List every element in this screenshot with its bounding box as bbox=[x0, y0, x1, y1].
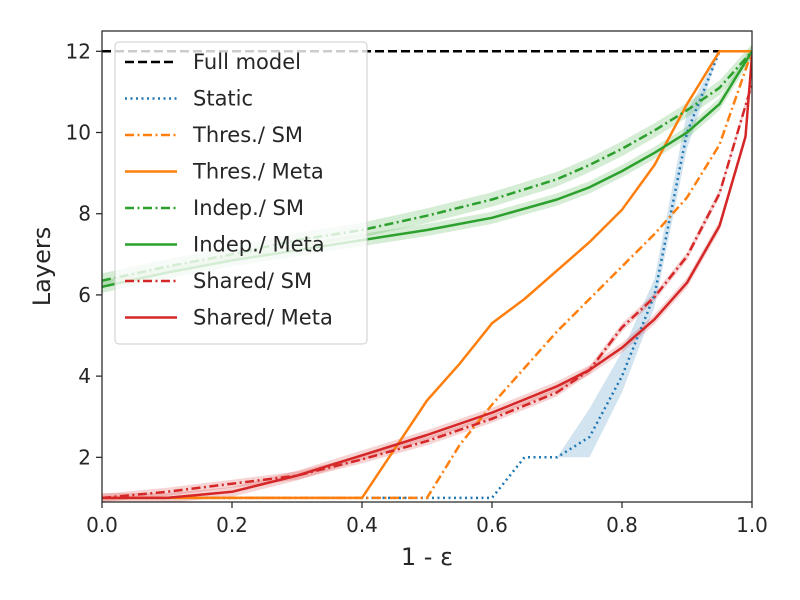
legend-label: Thres./ SM bbox=[192, 123, 303, 147]
x-tick-label: 0.4 bbox=[346, 513, 378, 537]
x-tick-label: 0.2 bbox=[216, 513, 248, 537]
x-tick-label: 1.0 bbox=[736, 513, 768, 537]
legend-item-indep-sm: Indep./ SM bbox=[125, 196, 304, 220]
series-line-shared-meta bbox=[102, 55, 752, 500]
legend-item-full-model: Full model bbox=[125, 50, 301, 74]
legend-label: Thres./ Meta bbox=[192, 160, 324, 184]
legend-label: Full model bbox=[193, 50, 301, 74]
y-tick-label: 8 bbox=[78, 202, 91, 226]
legend-label: Static bbox=[193, 87, 253, 111]
legend-item-thres-sm: Thres./ SM bbox=[125, 123, 303, 147]
legend-label: Shared/ Meta bbox=[193, 306, 333, 330]
x-tick-label: 0.8 bbox=[606, 513, 638, 537]
y-axis: 2 4 6 8 10 12 bbox=[66, 39, 102, 469]
series-line-thres-sm bbox=[102, 50, 752, 500]
legend-item-shared-meta: Shared/ Meta bbox=[125, 306, 333, 330]
series-line-shared-sm bbox=[102, 83, 752, 500]
legend-label: Shared/ SM bbox=[193, 269, 312, 293]
series-line-indep-sm bbox=[102, 50, 752, 282]
x-axis: 0.0 0.2 0.4 0.6 0.8 1.0 bbox=[86, 502, 768, 537]
legend: Full model Static Thres./ SM Thres./ Meta In… bbox=[114, 41, 368, 345]
y-tick-label: 4 bbox=[78, 364, 91, 388]
legend-label: Indep./ Meta bbox=[193, 233, 325, 257]
y-tick-label: 12 bbox=[66, 39, 91, 63]
y-tick-label: 2 bbox=[78, 445, 91, 469]
legend-item-indep-meta: Indep./ Meta bbox=[125, 233, 325, 257]
y-axis-label: Layers bbox=[28, 227, 56, 306]
y-tick-label: 6 bbox=[78, 283, 91, 307]
plot-frame bbox=[101, 30, 753, 503]
legend-box bbox=[114, 41, 368, 345]
x-tick-label: 0.0 bbox=[86, 513, 118, 537]
legend-item-thres-meta: Thres./ Meta bbox=[125, 160, 324, 184]
x-tick-label: 0.6 bbox=[476, 513, 508, 537]
legend-label: Indep./ SM bbox=[193, 196, 304, 220]
y-tick-label: 10 bbox=[66, 121, 91, 145]
x-axis-label: 1 - ε bbox=[401, 543, 453, 571]
legend-item-static: Static bbox=[125, 87, 253, 111]
legend-item-shared-sm: Shared/ SM bbox=[125, 269, 312, 293]
